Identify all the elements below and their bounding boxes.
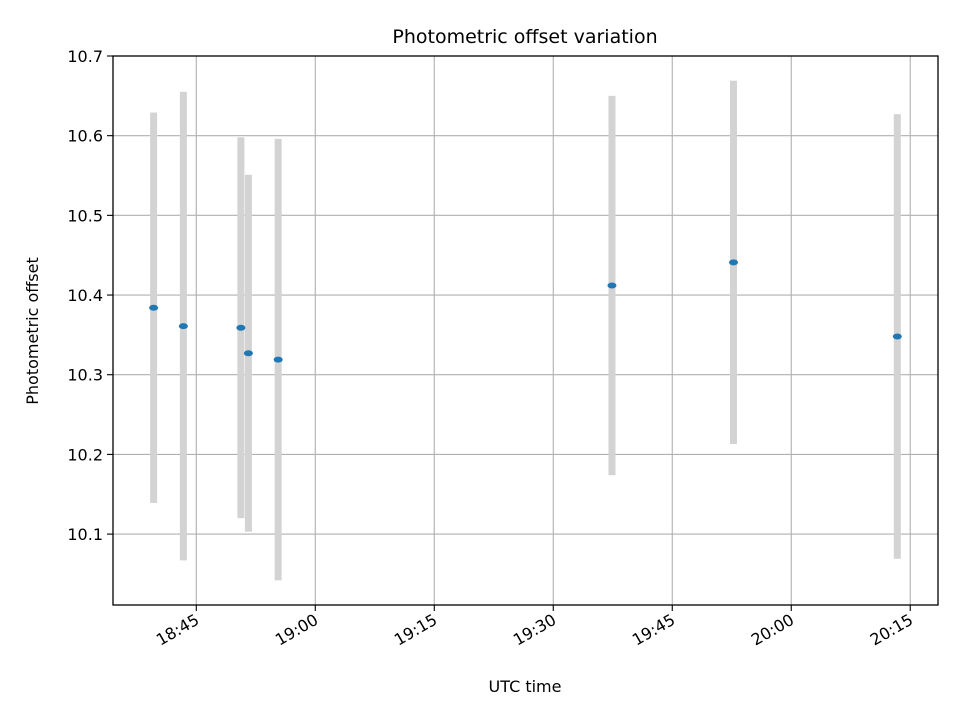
data-point xyxy=(892,333,902,340)
data-point xyxy=(607,282,617,289)
data-point xyxy=(236,324,246,331)
y-tick-label: 10.5 xyxy=(67,206,103,225)
data-point xyxy=(178,323,188,330)
y-tick-label: 10.6 xyxy=(67,127,103,146)
chart-title: Photometric offset variation xyxy=(392,26,657,48)
y-tick-label: 10.3 xyxy=(67,366,103,385)
y-axis-title: Photometric offset xyxy=(23,257,42,405)
y-tick-label: 10.4 xyxy=(67,286,103,305)
data-point xyxy=(243,350,253,357)
data-point xyxy=(149,304,159,311)
data-point xyxy=(728,259,738,266)
data-points xyxy=(149,259,902,363)
plot-frame xyxy=(112,55,939,606)
y-tick-label: 10.7 xyxy=(67,47,103,66)
y-tick-label: 10.2 xyxy=(67,445,103,464)
y-axis: 10.1 10.2 10.3 10.4 10.5 10.6 10.7 xyxy=(67,47,113,544)
data-point xyxy=(273,356,283,363)
y-tick-label: 10.1 xyxy=(67,525,103,544)
x-axis-title: UTC time xyxy=(489,677,562,696)
